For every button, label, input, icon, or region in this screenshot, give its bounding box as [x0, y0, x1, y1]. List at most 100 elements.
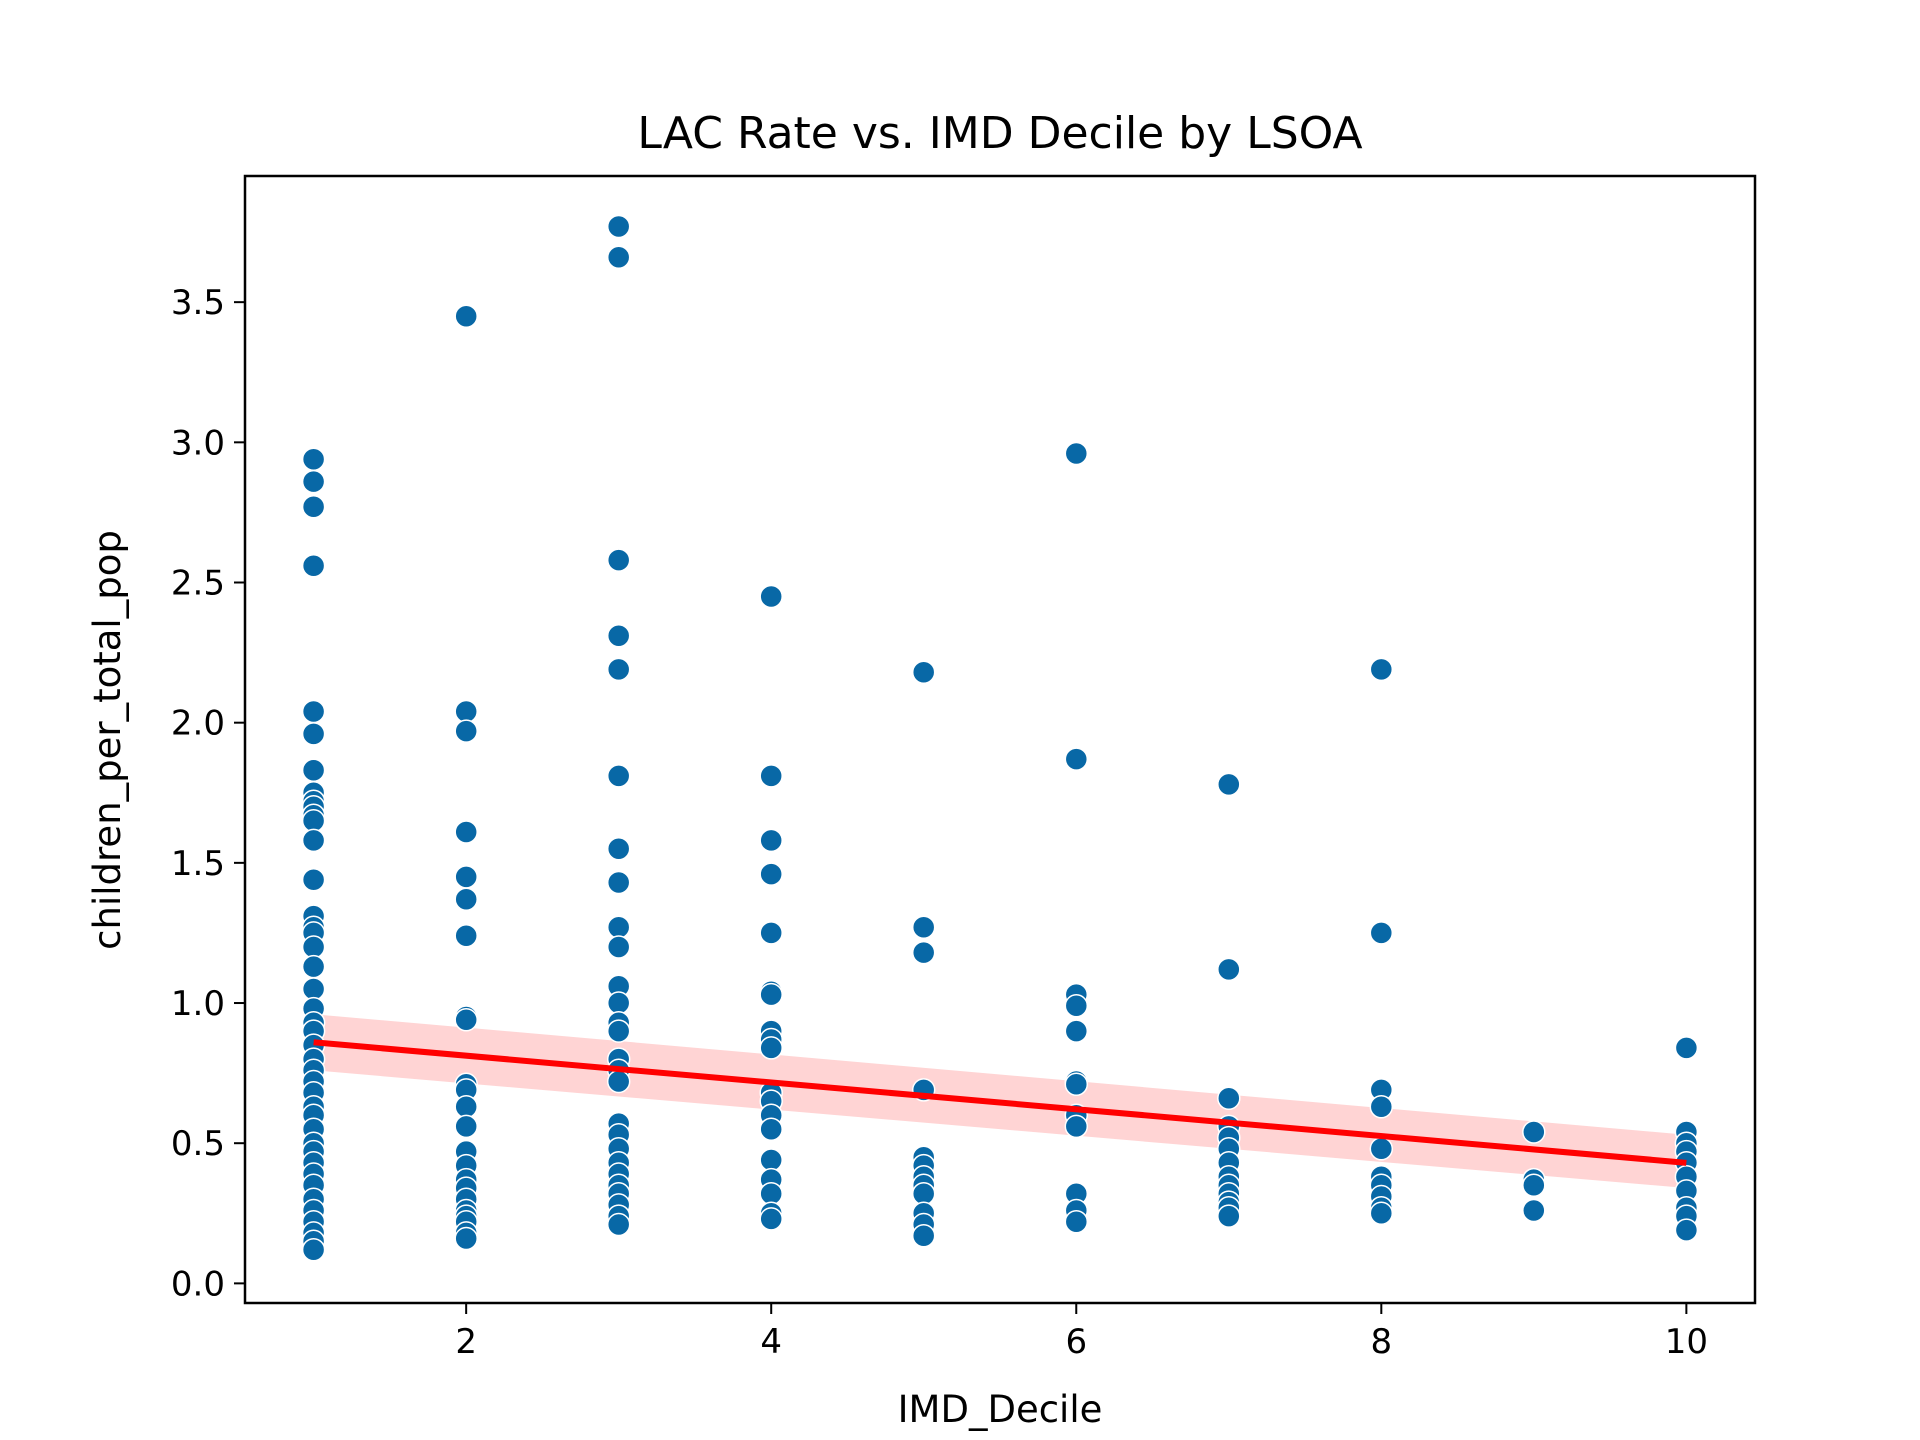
scatter-point [1217, 957, 1241, 982]
scatter-point [301, 447, 326, 471]
scatter-point [454, 1008, 478, 1032]
scatter-point [911, 915, 936, 940]
scatter-point [606, 870, 631, 895]
scatter-point [1064, 1114, 1089, 1139]
regression-line-layer [313, 1039, 1687, 1166]
x-axis-ticks: 2 4 6 8 10 [455, 1303, 1708, 1362]
scatter-point [301, 935, 326, 959]
x-tick-label: 4 [760, 1322, 782, 1362]
scatter-point [454, 1095, 478, 1119]
scatter-point [454, 699, 478, 724]
scatter-point [1217, 1204, 1241, 1228]
scatter-point [606, 837, 631, 861]
scatter-point [606, 214, 631, 239]
y-tick-label: 0.0 [171, 1264, 225, 1304]
scatter-point [301, 977, 326, 1001]
scatter-point [911, 1223, 936, 1248]
scatter-point [606, 1069, 631, 1094]
y-tick-label: 1.5 [171, 844, 225, 884]
y-axis-label: children_per_total_pop [86, 530, 129, 950]
scatter-point [606, 624, 631, 648]
scatter-point [1217, 1086, 1241, 1111]
scatter-point [1064, 747, 1089, 771]
scatter-point [1064, 1209, 1089, 1234]
scatter-point [301, 828, 326, 853]
scatter-point [454, 304, 478, 328]
y-tick-label: 0.5 [171, 1124, 225, 1164]
scatter-point [1674, 1218, 1699, 1242]
scatter-point [759, 921, 783, 945]
scatter-point [911, 660, 936, 684]
scatter-point [1522, 1120, 1546, 1144]
x-tick-label: 10 [1665, 1322, 1708, 1362]
scatter-point [1522, 1198, 1546, 1223]
scatter-point [1369, 921, 1394, 945]
x-axis-label: IMD_Decile [898, 1388, 1103, 1431]
scatter-point [911, 940, 936, 965]
y-axis-ticks: 0.0 0.5 1.0 1.5 2.0 2.5 3.0 3.5 [171, 283, 245, 1304]
scatter-point [301, 469, 326, 494]
scatter-point [759, 862, 783, 886]
scatter-point [1217, 772, 1241, 797]
scatter-point [759, 828, 783, 853]
scatter-point [1674, 1036, 1699, 1060]
scatter-point [454, 865, 478, 889]
scatter-point [759, 982, 783, 1007]
y-tick-label: 2.0 [171, 704, 225, 744]
scatter-point [301, 758, 326, 783]
scatter-point [454, 1226, 478, 1251]
points-layer [301, 214, 1699, 1262]
scatter-point [606, 1019, 631, 1043]
scatter-point [1369, 657, 1394, 682]
scatter-point [606, 1212, 631, 1237]
y-tick-label: 3.0 [171, 423, 225, 463]
scatter-point [1064, 1072, 1089, 1097]
scatter-point [759, 1207, 783, 1231]
scatter-point [301, 699, 326, 724]
x-tick-label: 8 [1370, 1322, 1392, 1362]
scatter-point [301, 954, 326, 979]
scatter-point [759, 584, 783, 609]
scatter-point [301, 867, 326, 892]
scatter-point [454, 1114, 478, 1139]
scatter-point [301, 495, 326, 519]
scatter-point [759, 1148, 783, 1172]
y-tick-label: 1.0 [171, 984, 225, 1024]
scatter-point [1369, 1095, 1394, 1119]
plot-area [301, 214, 1699, 1262]
scatter-point [911, 1181, 936, 1206]
scatter-point [606, 548, 631, 572]
y-tick-label: 3.5 [171, 283, 225, 323]
scatter-point [606, 935, 631, 959]
scatter-point [454, 719, 478, 743]
scatter-point [759, 1181, 783, 1206]
x-tick-label: 2 [455, 1322, 477, 1362]
scatter-point [606, 764, 631, 788]
scatter-point [454, 923, 478, 948]
scatter-point [454, 887, 478, 912]
scatter-point [759, 1117, 783, 1141]
scatter-point [1064, 994, 1089, 1018]
scatter-point [1064, 441, 1089, 466]
x-tick-label: 6 [1065, 1322, 1087, 1362]
regression-line [313, 1039, 1687, 1166]
scatter-point [1064, 1019, 1089, 1043]
scatter-point [1369, 1137, 1394, 1161]
scatter-point [301, 1237, 326, 1262]
scatter-point [454, 820, 478, 844]
scatter-point [606, 245, 631, 270]
scatter-point [301, 722, 326, 746]
scatter-point [759, 764, 783, 788]
chart-title: LAC Rate vs. IMD Decile by LSOA [637, 108, 1362, 159]
scatter-point [606, 915, 631, 940]
y-tick-label: 2.5 [171, 564, 225, 604]
scatter-point [759, 1036, 783, 1060]
scatter-point [301, 809, 326, 833]
scatter-point [1522, 1173, 1546, 1198]
scatter-point [606, 657, 631, 682]
axes-frame [243, 174, 1757, 1305]
scatter-point [606, 991, 631, 1015]
scatter-point [1369, 1201, 1394, 1226]
